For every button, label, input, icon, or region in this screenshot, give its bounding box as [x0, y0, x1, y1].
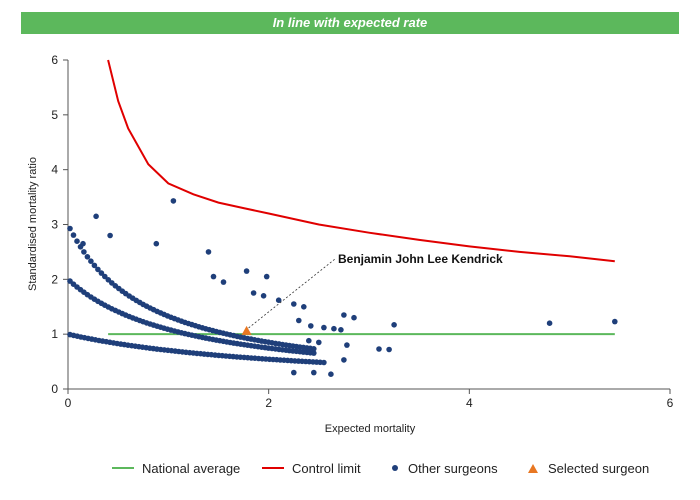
y-tick-label: 1: [51, 327, 58, 341]
selected-surgeon-marker: [241, 325, 252, 335]
surgeon-point: [210, 273, 217, 280]
legend-triangle-icon: [528, 463, 538, 473]
surgeon-point: [351, 314, 357, 321]
axes: [67, 60, 670, 390]
surgeon-point: [243, 268, 250, 274]
surgeon-point: [311, 350, 317, 356]
annotation-leader-line: [248, 258, 336, 329]
surgeon-point: [84, 253, 91, 260]
surgeon-point: [88, 258, 94, 265]
surgeon-point: [67, 225, 73, 232]
surgeon-point: [205, 249, 212, 255]
surgeon-point: [80, 240, 86, 247]
surgeon-point: [301, 304, 307, 310]
surgeon-point: [170, 198, 177, 204]
surgeon-point: [391, 322, 397, 328]
surgeon-point: [612, 318, 618, 325]
surgeon-point: [74, 238, 80, 244]
surgeon-point: [91, 262, 98, 269]
y-tick-label: 5: [51, 108, 58, 122]
surgeon-point: [291, 301, 297, 307]
legend-dot-icon: [392, 465, 398, 471]
y-tick-label: 4: [51, 163, 58, 177]
surgeon-point: [81, 249, 87, 255]
legend-selected-surgeon: Selected surgeon: [528, 458, 649, 478]
control-limit-curve: [107, 59, 615, 263]
surgeon-point: [331, 325, 337, 332]
legend-national-average-label: National average: [142, 460, 241, 476]
surgeon-point: [328, 371, 334, 378]
surgeon-point: [321, 359, 327, 366]
legend-control-limit-label: Control limit: [292, 460, 361, 476]
surgeon-point: [311, 369, 317, 376]
legend-selected-surgeon-label: Selected surgeon: [548, 460, 650, 476]
surgeon-point: [311, 346, 317, 352]
surgeon-point: [341, 312, 347, 318]
legend-green-line-icon: [112, 467, 134, 469]
legend: National average Control limit Other sur…: [0, 458, 700, 478]
surgeon-point: [102, 273, 108, 280]
surgeon-point: [308, 323, 314, 329]
surgeon-point: [386, 346, 392, 353]
surgeon-point: [250, 290, 257, 296]
surgeon-point: [275, 297, 282, 304]
x-tick-label: 6: [667, 396, 674, 410]
surgeon-point: [70, 232, 77, 238]
legend-control-limit: Control limit: [262, 458, 361, 478]
x-axis-label: Expected mortality: [325, 423, 416, 435]
surgeon-point: [338, 327, 344, 333]
surgeon-point: [98, 270, 105, 276]
surgeon-point: [546, 320, 553, 327]
surgeon-point: [376, 346, 382, 352]
surgeon-point: [344, 342, 350, 348]
y-tick-label: 6: [51, 53, 58, 67]
surgeon-point: [260, 293, 267, 299]
surgeon-point: [291, 369, 297, 376]
surgeon-point: [296, 317, 302, 324]
legend-other-surgeons: Other surgeons: [392, 458, 498, 478]
surgeon-point: [341, 357, 347, 363]
surgeon-point: [93, 213, 99, 220]
surgeon-point: [306, 337, 312, 344]
surgeon-point: [107, 232, 113, 239]
axis-ticks: 0 2 4 6 0 1 2 3 4 5 6: [51, 53, 673, 410]
legend-other-surgeons-label: Other surgeons: [408, 460, 498, 476]
y-tick-label: 3: [51, 218, 58, 232]
y-tick-label: 0: [51, 382, 58, 396]
surgeon-point: [321, 324, 327, 331]
other-surgeons-points: [67, 198, 618, 378]
x-tick-label: 0: [65, 396, 72, 410]
selected-surgeon-annotation: Benjamin John Lee Kendrick: [338, 252, 503, 266]
surgeon-point: [263, 273, 270, 280]
surgeon-point: [316, 339, 322, 346]
legend-national-average: National average: [112, 458, 240, 478]
x-tick-label: 2: [265, 396, 272, 410]
surgeon-point: [95, 266, 101, 273]
y-tick-label: 2: [51, 272, 58, 286]
legend-red-line-icon: [262, 467, 284, 469]
x-tick-label: 4: [466, 396, 473, 410]
funnel-plot: 0 2 4 6 0 1 2 3 4 5 6 Expected mortality Standardi…: [27, 53, 674, 435]
y-axis-label: Standardised mortality ratio: [27, 157, 39, 291]
surgeon-point: [153, 240, 160, 247]
surgeon-point: [220, 279, 227, 285]
status-banner: In line with expected rate: [21, 12, 679, 34]
